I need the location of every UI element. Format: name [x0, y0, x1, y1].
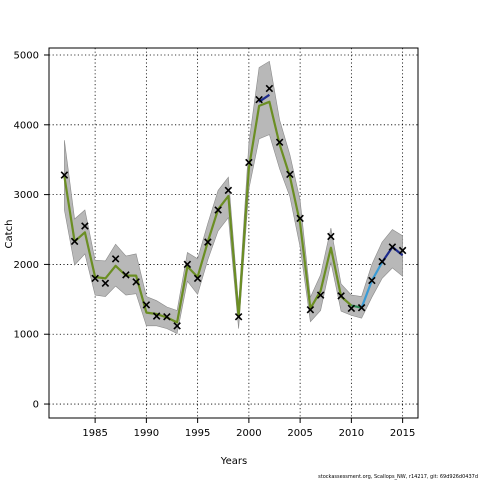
series-lines [63, 93, 404, 324]
data-point-1993 [173, 322, 181, 330]
data-point-1988 [122, 271, 130, 279]
data-point-2010 [347, 304, 356, 313]
data-point-2005 [296, 214, 304, 223]
y-tick-label-5000: 5000 [14, 50, 39, 61]
x-tick-label-1985: 1985 [82, 428, 107, 439]
y-tick-label-1000: 1000 [14, 330, 39, 341]
x-tick-label-1995: 1995 [185, 428, 210, 439]
x-tick-label-2000: 2000 [236, 428, 261, 439]
data-point-1991 [152, 312, 161, 320]
data-point-2006 [306, 306, 315, 314]
grid-lines [49, 48, 418, 418]
data-point-1987 [111, 255, 120, 263]
y-tick-label-3000: 3000 [14, 190, 39, 201]
data-point-2013 [378, 257, 386, 266]
y-axis-ticks: 0 1000 2000 3000 4000 5000 [14, 50, 49, 411]
data-point-2012 [368, 276, 376, 285]
data-point-2002 [265, 84, 274, 93]
data-point-1986 [101, 279, 110, 288]
data-point-1996 [204, 238, 212, 246]
data-point-1992 [163, 313, 171, 321]
data-point-2003 [275, 138, 284, 147]
data-point-2014 [388, 243, 397, 251]
data-point-2008 [327, 232, 335, 241]
y-tick-label-4000: 4000 [14, 120, 39, 131]
data-point-1994 [183, 260, 192, 269]
data-point-1984 [81, 222, 89, 230]
data-point-1985 [91, 274, 99, 283]
y-tick-label-0: 0 [33, 400, 39, 411]
x-tick-label-2015: 2015 [390, 428, 415, 439]
x-tick-label-2010: 2010 [339, 428, 364, 439]
y-axis-label: Catch [4, 220, 15, 249]
data-point-1983 [70, 237, 79, 246]
x-axis-label: Years [220, 456, 247, 467]
data-point-1990 [142, 301, 151, 309]
observed-points [60, 84, 407, 330]
data-point-1998 [224, 186, 233, 195]
footer-credit: stockassessment.org, Scallops_NW, r14217… [318, 474, 478, 480]
data-point-2001 [255, 95, 263, 104]
x-tick-label-2005: 2005 [287, 428, 312, 439]
data-point-1995 [193, 274, 202, 283]
data-point-2007 [316, 291, 325, 299]
data-point-2015 [398, 246, 407, 255]
x-tick-label-1990: 1990 [134, 428, 159, 439]
data-point-2000 [245, 158, 253, 167]
confidence-envelope [64, 60, 403, 334]
y-tick-label-2000: 2000 [14, 260, 39, 271]
plot-frame [48, 47, 419, 419]
data-point-1989 [132, 278, 140, 286]
data-point-2011 [357, 303, 366, 312]
data-point-2004 [286, 170, 294, 179]
data-point-2009 [337, 292, 345, 300]
data-point-1982 [60, 171, 69, 179]
data-point-1999 [234, 313, 243, 321]
data-point-1997 [214, 206, 222, 214]
x-axis-ticks: 1985 1990 1995 2000 2005 2010 2015 [82, 418, 415, 439]
